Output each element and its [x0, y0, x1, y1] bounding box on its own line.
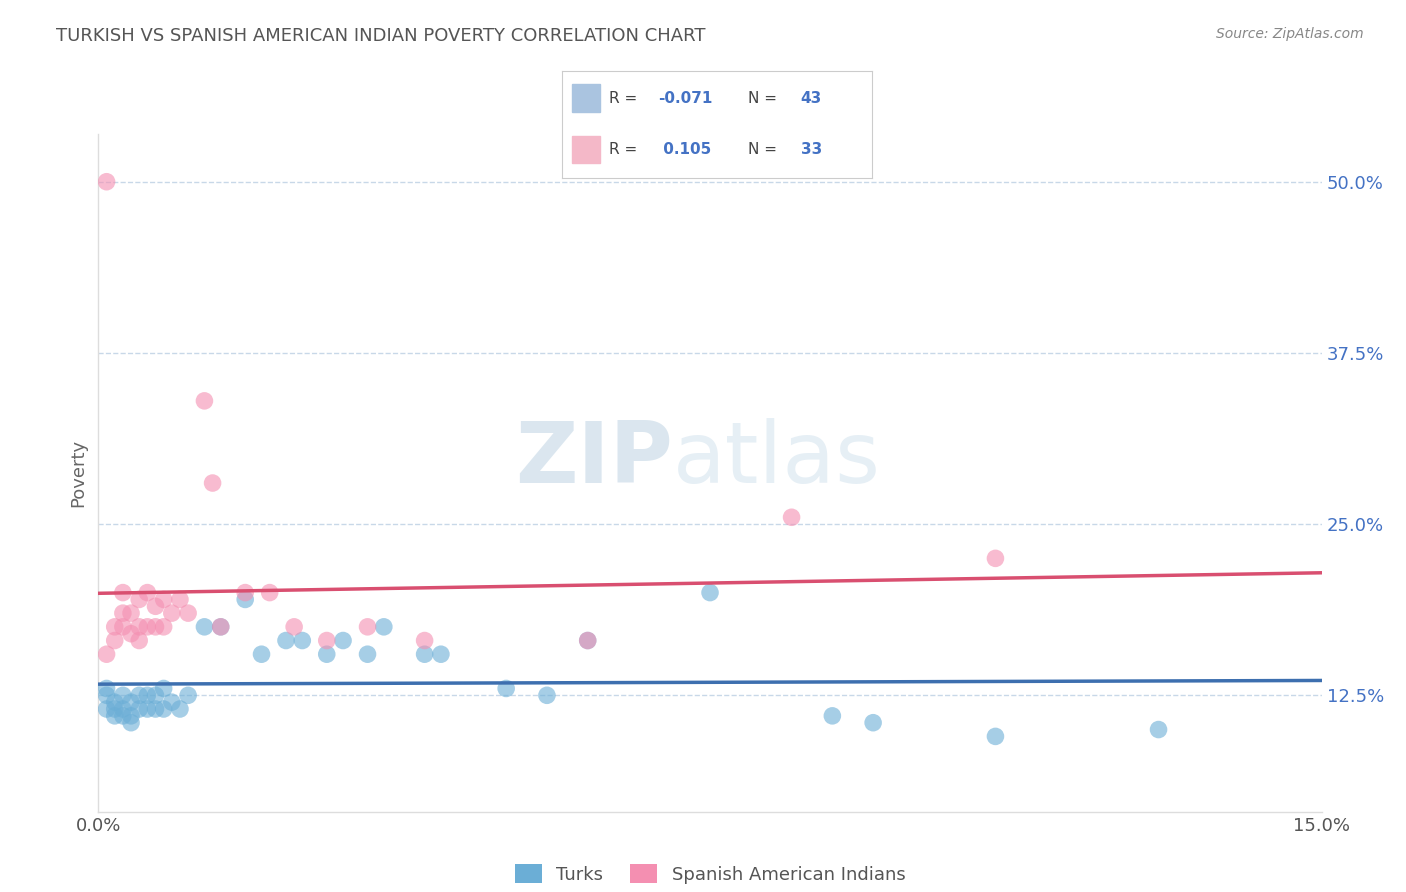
Point — [160, 606, 183, 620]
Point — [96, 702, 118, 716]
Point — [96, 647, 118, 661]
Text: 43: 43 — [800, 91, 823, 105]
Point — [315, 647, 337, 661]
Point — [120, 626, 142, 640]
Point — [128, 592, 150, 607]
Point — [160, 695, 183, 709]
Point — [145, 702, 167, 716]
Text: 33: 33 — [800, 142, 823, 157]
Point — [177, 606, 200, 620]
Point — [120, 715, 142, 730]
Bar — [572, 84, 599, 112]
Point — [104, 695, 127, 709]
Point — [984, 730, 1007, 744]
Point — [111, 606, 134, 620]
Point — [495, 681, 517, 696]
Point — [96, 175, 118, 189]
Point — [104, 709, 127, 723]
Point — [193, 393, 215, 408]
Point — [128, 633, 150, 648]
Y-axis label: Poverty: Poverty — [69, 439, 87, 507]
Point — [152, 592, 174, 607]
Point — [699, 585, 721, 599]
Point — [120, 606, 142, 620]
Point — [128, 688, 150, 702]
Point — [413, 633, 436, 648]
Point — [145, 599, 167, 614]
Text: 0.105: 0.105 — [658, 142, 711, 157]
Point — [201, 476, 224, 491]
Point — [250, 647, 273, 661]
Point — [259, 585, 281, 599]
Point — [209, 620, 232, 634]
Point — [104, 633, 127, 648]
Point — [821, 709, 844, 723]
Point — [111, 585, 134, 599]
Text: R =: R = — [609, 91, 643, 105]
Point — [536, 688, 558, 702]
Point — [96, 688, 118, 702]
Bar — [572, 136, 599, 163]
Point — [111, 709, 134, 723]
Point — [862, 715, 884, 730]
Text: N =: N = — [748, 142, 782, 157]
Point — [209, 620, 232, 634]
Point — [576, 633, 599, 648]
Point — [274, 633, 297, 648]
Point — [145, 620, 167, 634]
Text: N =: N = — [748, 91, 782, 105]
Legend: Turks, Spanish American Indians: Turks, Spanish American Indians — [508, 857, 912, 891]
Point — [169, 702, 191, 716]
Point — [96, 681, 118, 696]
Text: TURKISH VS SPANISH AMERICAN INDIAN POVERTY CORRELATION CHART: TURKISH VS SPANISH AMERICAN INDIAN POVER… — [56, 27, 706, 45]
Point — [120, 709, 142, 723]
Point — [152, 620, 174, 634]
Point — [430, 647, 453, 661]
Point — [169, 592, 191, 607]
Point — [576, 633, 599, 648]
Point — [136, 702, 159, 716]
Point — [356, 647, 378, 661]
Text: -0.071: -0.071 — [658, 91, 713, 105]
Point — [111, 702, 134, 716]
Point — [128, 620, 150, 634]
Point — [315, 633, 337, 648]
Point — [373, 620, 395, 634]
Text: R =: R = — [609, 142, 643, 157]
Text: ZIP: ZIP — [516, 417, 673, 500]
Point — [780, 510, 803, 524]
Point — [283, 620, 305, 634]
Point — [332, 633, 354, 648]
Point — [291, 633, 314, 648]
Point — [136, 620, 159, 634]
Point — [111, 620, 134, 634]
Point — [136, 585, 159, 599]
Point — [128, 702, 150, 716]
Point — [152, 681, 174, 696]
Point — [177, 688, 200, 702]
Point — [136, 688, 159, 702]
Point — [233, 585, 256, 599]
Point — [233, 592, 256, 607]
Point — [145, 688, 167, 702]
Point — [193, 620, 215, 634]
Point — [120, 695, 142, 709]
Text: Source: ZipAtlas.com: Source: ZipAtlas.com — [1216, 27, 1364, 41]
Point — [984, 551, 1007, 566]
Point — [1147, 723, 1170, 737]
Text: atlas: atlas — [673, 417, 882, 500]
Point — [413, 647, 436, 661]
Point — [104, 702, 127, 716]
Point — [104, 620, 127, 634]
Point — [111, 688, 134, 702]
Point — [152, 702, 174, 716]
Point — [356, 620, 378, 634]
